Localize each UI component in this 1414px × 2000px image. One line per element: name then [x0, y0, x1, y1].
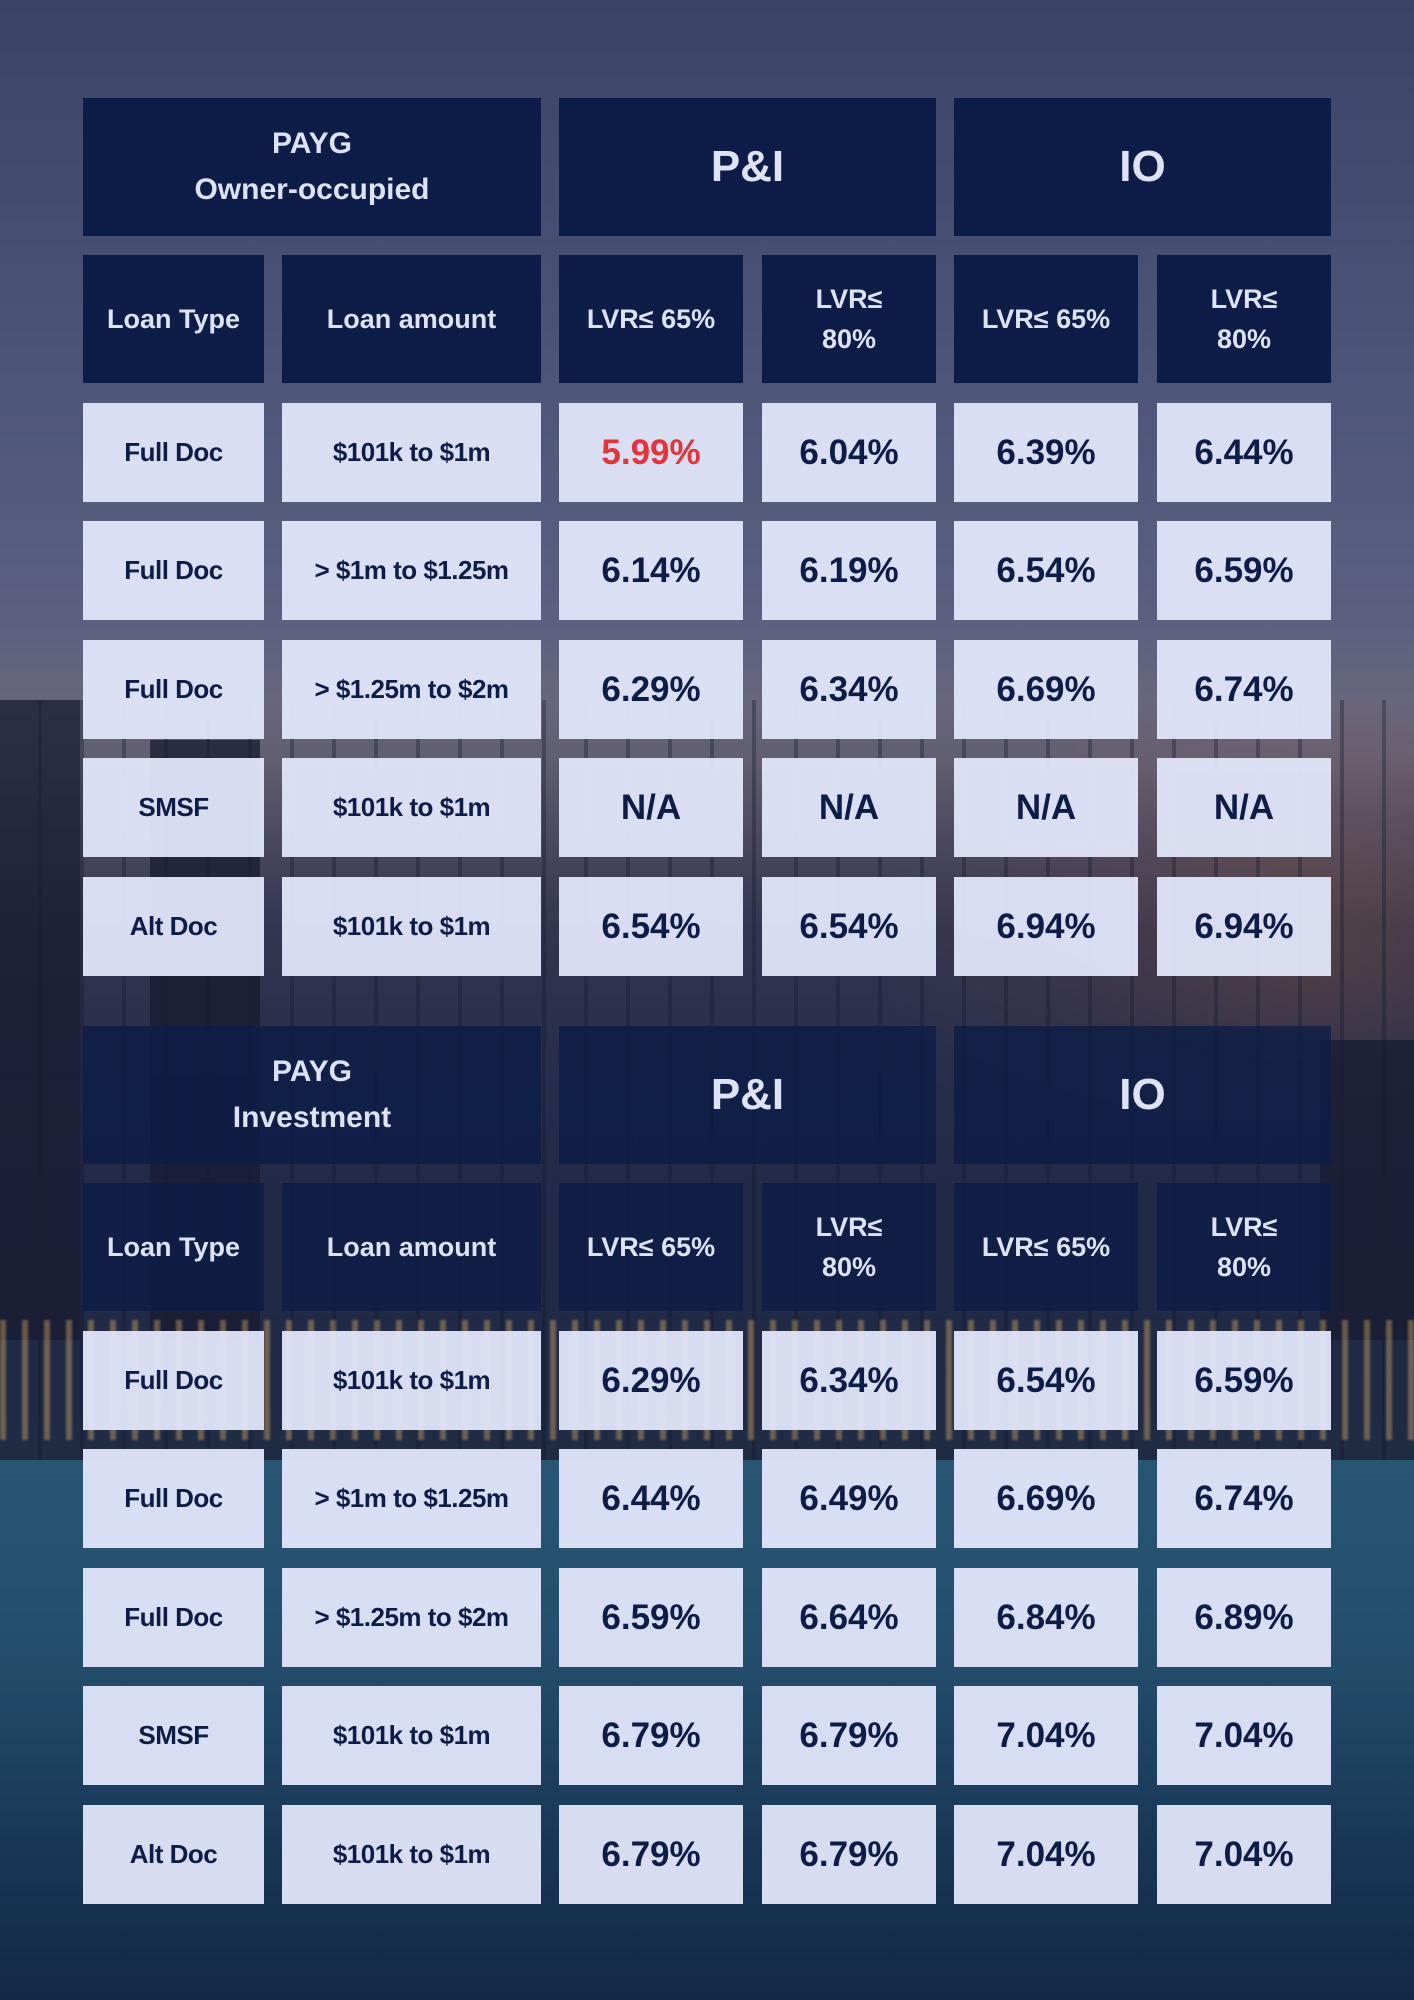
rate-cell: 7.04% — [954, 1686, 1138, 1785]
rate-cell: 6.04% — [762, 403, 936, 502]
rate-cell: 6.54% — [954, 521, 1138, 620]
col-header-io-lvr65: LVR≤ 65% — [954, 255, 1138, 383]
rate-cell: N/A — [954, 758, 1138, 857]
rate-cell: 6.79% — [762, 1686, 936, 1785]
rate-cell: N/A — [559, 758, 743, 857]
rate-cell: N/A — [762, 758, 936, 857]
col-header-pi-lvr65: LVR≤ 65% — [559, 1183, 743, 1311]
rate-cell: 6.74% — [1157, 640, 1331, 739]
rate-cell: 6.54% — [559, 877, 743, 976]
group-header: PAYG Investment — [83, 1026, 541, 1164]
pi-header: P&I — [559, 98, 936, 236]
rate-cell: 6.44% — [1157, 403, 1331, 502]
rate-cell: 6.74% — [1157, 1449, 1331, 1548]
table-row-loan-type: Full Doc — [83, 521, 264, 620]
rate-cell: 6.94% — [1157, 877, 1331, 976]
rate-cell: 6.54% — [954, 1331, 1138, 1430]
rate-cell: 6.59% — [1157, 1331, 1331, 1430]
rate-cell: 6.19% — [762, 521, 936, 620]
rate-cell: 7.04% — [1157, 1686, 1331, 1785]
io-header: IO — [954, 1026, 1331, 1164]
table-row-loan-amount: $101k to $1m — [282, 1805, 541, 1904]
col-header-io-lvr80: LVR≤ 80% — [1157, 255, 1331, 383]
table-row-loan-type: Full Doc — [83, 1568, 264, 1667]
io-header: IO — [954, 98, 1331, 236]
rate-cell: 6.14% — [559, 521, 743, 620]
rate-cell-highlight: 5.99% — [559, 403, 743, 502]
rate-cell: 6.59% — [559, 1568, 743, 1667]
rate-cell: 6.69% — [954, 640, 1138, 739]
table-row-loan-amount: > $1m to $1.25m — [282, 1449, 541, 1548]
rate-cell: 6.34% — [762, 1331, 936, 1430]
rate-cell: 6.49% — [762, 1449, 936, 1548]
table-row-loan-amount: > $1.25m to $2m — [282, 640, 541, 739]
table-row-loan-type: Full Doc — [83, 1331, 264, 1430]
rate-cell: 6.79% — [559, 1805, 743, 1904]
col-header-pi-lvr80: LVR≤ 80% — [762, 255, 936, 383]
col-header-loan-amount: Loan amount — [282, 255, 541, 383]
table-row-loan-type: SMSF — [83, 1686, 264, 1785]
table-row-loan-type: Full Doc — [83, 1449, 264, 1548]
table-row-loan-amount: > $1m to $1.25m — [282, 521, 541, 620]
rate-cell: 6.44% — [559, 1449, 743, 1548]
col-header-io-lvr65: LVR≤ 65% — [954, 1183, 1138, 1311]
rate-cell: 6.89% — [1157, 1568, 1331, 1667]
rate-cell: 6.29% — [559, 1331, 743, 1430]
pi-header: P&I — [559, 1026, 936, 1164]
rate-cell: N/A — [1157, 758, 1331, 857]
group-header-line1: PAYG — [271, 1055, 353, 1088]
col-header-pi-lvr80: LVR≤ 80% — [762, 1183, 936, 1311]
skyline-tower — [1320, 1040, 1414, 1340]
rate-cell: 6.34% — [762, 640, 936, 739]
col-header-loan-type: Loan Type — [83, 1183, 264, 1311]
table-row-loan-amount: $101k to $1m — [282, 403, 541, 502]
rate-cell: 6.79% — [559, 1686, 743, 1785]
table-row-loan-type: Alt Doc — [83, 877, 264, 976]
col-header-loan-amount: Loan amount — [282, 1183, 541, 1311]
rate-cell: 6.79% — [762, 1805, 936, 1904]
rate-cell: 6.64% — [762, 1568, 936, 1667]
group-header-line2: Owner-occupied — [194, 173, 430, 206]
rate-cell: 6.69% — [954, 1449, 1138, 1548]
table-row-loan-type: Full Doc — [83, 403, 264, 502]
rate-cell: 6.94% — [954, 877, 1138, 976]
col-header-io-lvr80: LVR≤ 80% — [1157, 1183, 1331, 1311]
rate-cell: 7.04% — [954, 1805, 1138, 1904]
col-header-loan-type: Loan Type — [83, 255, 264, 383]
rate-cell: 6.54% — [762, 877, 936, 976]
table-row-loan-amount: $101k to $1m — [282, 1686, 541, 1785]
rate-cell: 6.39% — [954, 403, 1138, 502]
table-row-loan-amount: $101k to $1m — [282, 877, 541, 976]
table-row-loan-amount: $101k to $1m — [282, 1331, 541, 1430]
rate-cell: 6.59% — [1157, 521, 1331, 620]
col-header-pi-lvr65: LVR≤ 65% — [559, 255, 743, 383]
table-row-loan-type: SMSF — [83, 758, 264, 857]
table-row-loan-type: Alt Doc — [83, 1805, 264, 1904]
group-header: PAYG Owner-occupied — [83, 98, 541, 236]
table-row-loan-amount: $101k to $1m — [282, 758, 541, 857]
group-header-line1: PAYG — [271, 127, 353, 160]
group-header-line2: Investment — [232, 1101, 392, 1134]
table-row-loan-amount: > $1.25m to $2m — [282, 1568, 541, 1667]
rate-cell: 6.29% — [559, 640, 743, 739]
rate-cell: 7.04% — [1157, 1805, 1331, 1904]
table-row-loan-type: Full Doc — [83, 640, 264, 739]
skyline-tower — [0, 700, 80, 1340]
rate-cell: 6.84% — [954, 1568, 1138, 1667]
